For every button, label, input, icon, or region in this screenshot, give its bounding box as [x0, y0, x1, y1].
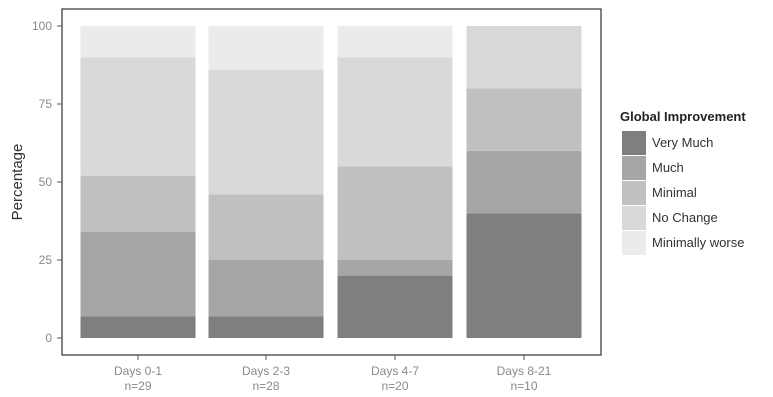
- bar-segment-3-1: [337, 275, 453, 338]
- legend: Global Improvement Very Much Much Minimal N…: [620, 109, 746, 255]
- bar-segment-4-4: [466, 26, 582, 89]
- bar-segment-1-4: [80, 57, 196, 176]
- y-axis-label: Percentage: [9, 144, 26, 221]
- y-axis-ticks: 0 25 50 75 100: [32, 19, 62, 345]
- bar-segment-4-2: [466, 150, 582, 214]
- x-tick-label: Days 0-1: [114, 364, 162, 378]
- x-axis-ticks: Days 0-1n=29 Days 2-3n=28 Days 4-7n=20 Days…: [114, 355, 552, 393]
- legend-label: No Change: [652, 210, 718, 225]
- legend-key: [622, 181, 646, 205]
- legend-key: [622, 231, 646, 255]
- legend-key: [622, 131, 646, 155]
- y-tick-label: 100: [32, 19, 52, 33]
- x-tick-count-label: n=29: [124, 379, 151, 393]
- x-tick-label: Days 2-3: [242, 364, 290, 378]
- legend-label: Minimal: [652, 185, 697, 200]
- x-tick-label: Days 8-21: [497, 364, 552, 378]
- legend-key: [622, 206, 646, 230]
- y-tick-label: 75: [39, 97, 53, 111]
- bar-segment-2-2: [208, 260, 324, 317]
- legend-label: Much: [652, 160, 684, 175]
- bar-segment-3-4: [337, 57, 453, 167]
- legend-label: Very Much: [652, 135, 713, 150]
- bar-segment-2-4: [208, 69, 324, 195]
- bar-segment-3-3: [337, 166, 453, 260]
- bar-segment-2-1: [208, 316, 324, 338]
- bar-segment-1-5: [80, 26, 196, 58]
- bar-segment-1-2: [80, 231, 196, 317]
- x-tick-label: Days 4-7: [371, 364, 419, 378]
- y-tick-label: 0: [45, 331, 52, 345]
- bar-segment-2-5: [208, 26, 324, 70]
- bars-group: [80, 26, 582, 338]
- x-tick-count-label: n=20: [381, 379, 408, 393]
- y-tick-label: 25: [39, 253, 53, 267]
- bar-segment-4-3: [466, 88, 582, 151]
- bar-segment-1-1: [80, 316, 196, 338]
- legend-key: [622, 156, 646, 180]
- bar-segment-1-3: [80, 175, 196, 232]
- bar-segment-3-2: [337, 260, 453, 276]
- bar-segment-4-1: [466, 213, 582, 338]
- bar-segment-2-3: [208, 194, 324, 260]
- x-tick-count-label: n=28: [252, 379, 279, 393]
- y-tick-label: 50: [39, 175, 53, 189]
- bar-segment-3-5: [337, 26, 453, 58]
- legend-label: Minimally worse: [652, 235, 744, 250]
- legend-title: Global Improvement: [620, 109, 746, 124]
- x-tick-count-label: n=10: [510, 379, 537, 393]
